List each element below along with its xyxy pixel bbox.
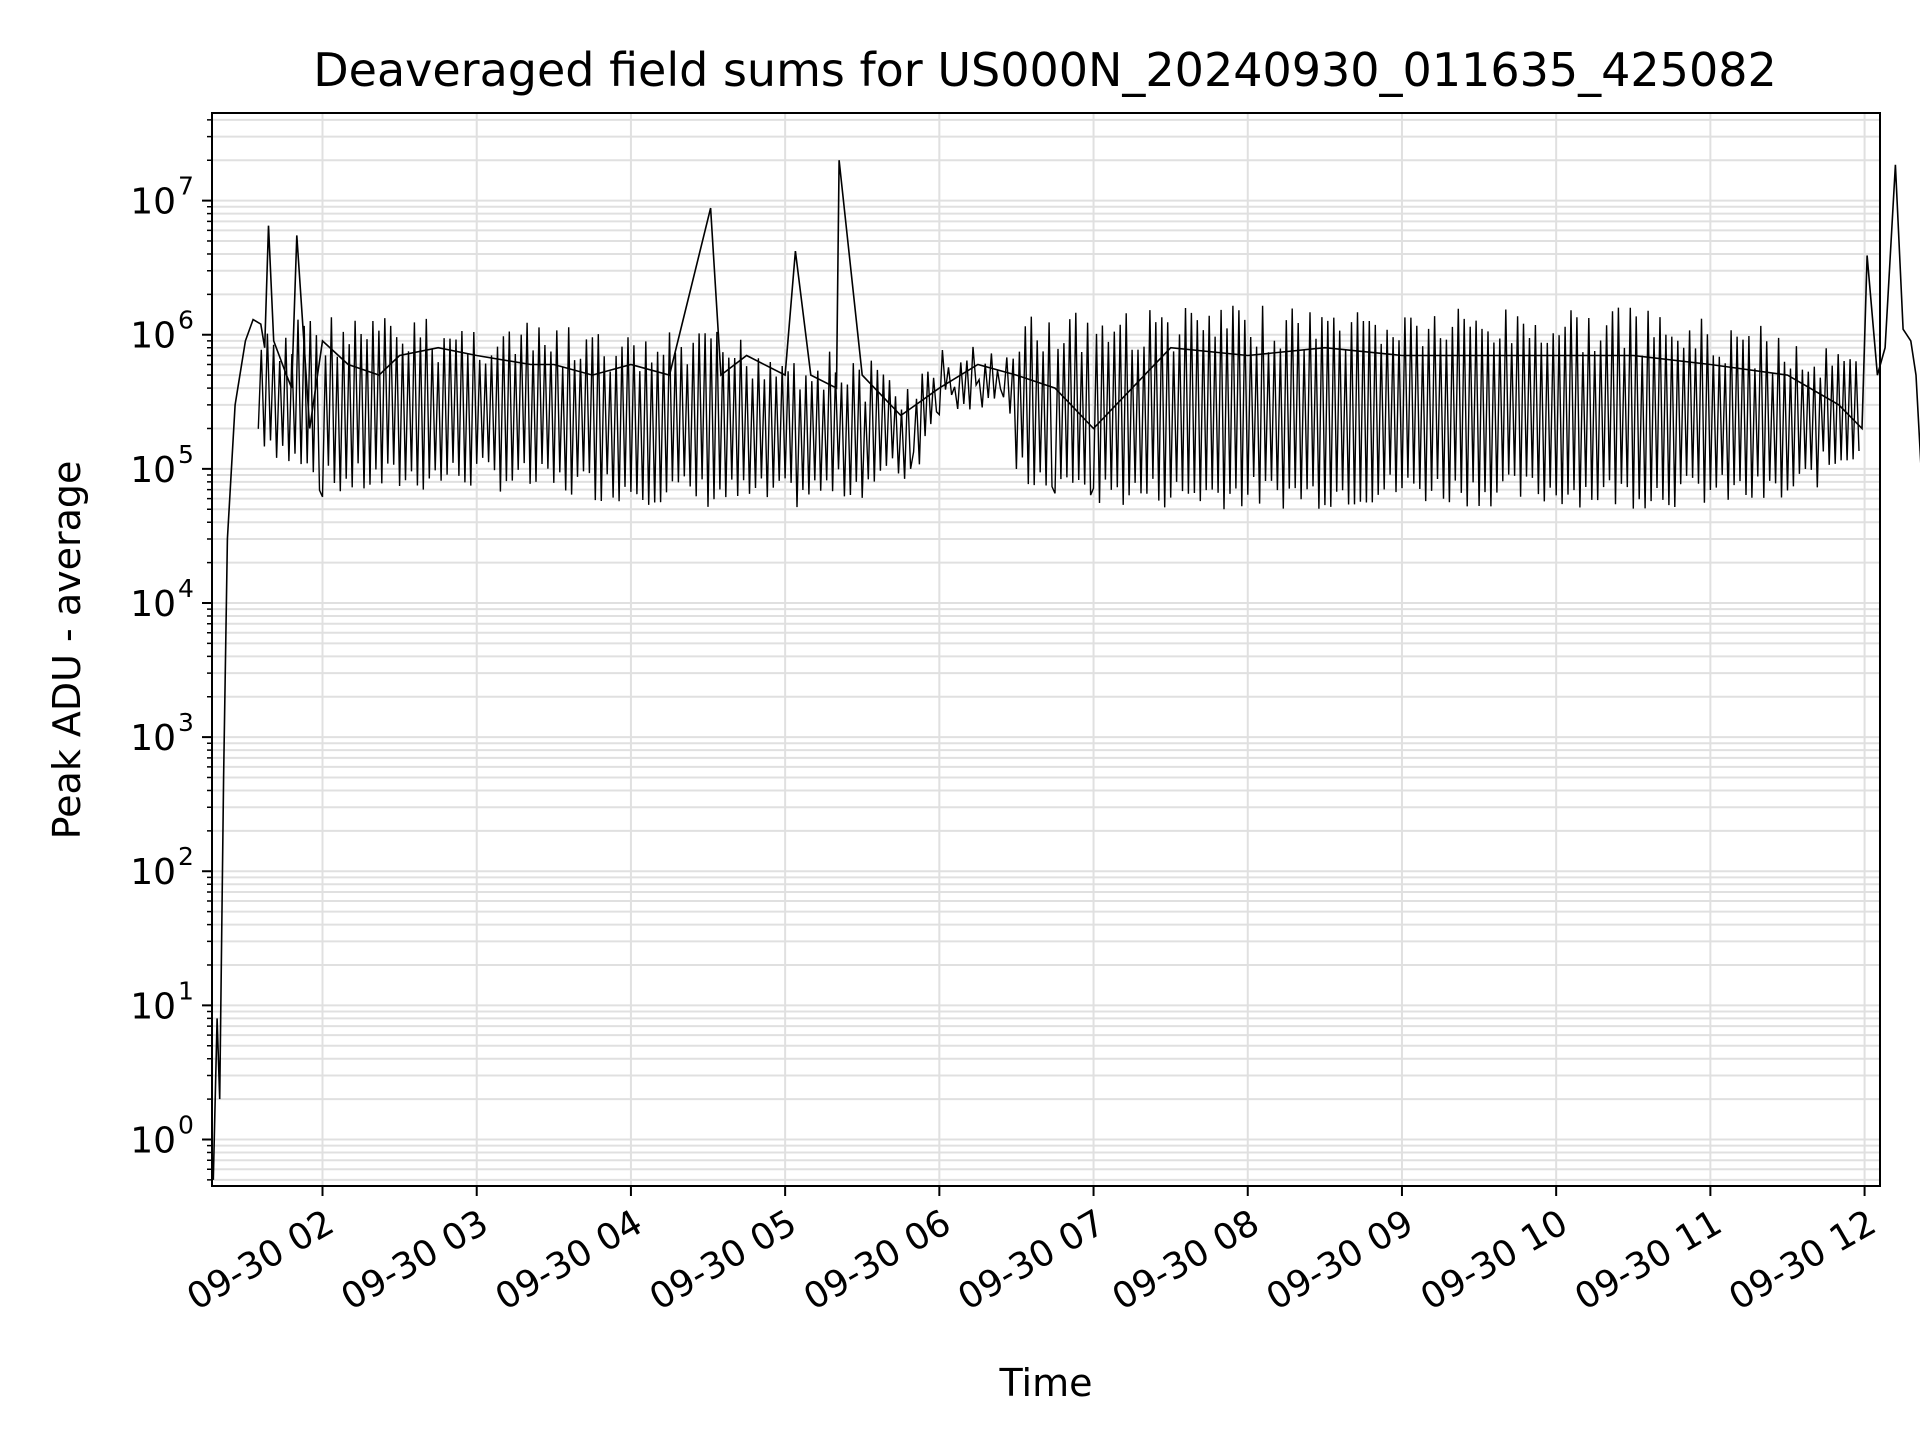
x-axis-label: Time: [999, 1361, 1093, 1405]
y-tick-label: 10: [130, 986, 176, 1027]
data-band: [257, 305, 1860, 510]
y-tick-label-exponent: 1: [178, 976, 194, 1005]
y-tick-label-exponent: 2: [178, 842, 194, 871]
y-tick-label: 10: [130, 1120, 176, 1161]
chart-title: Deaveraged field sums for US000N_2024093…: [313, 43, 1777, 97]
y-tick-label-exponent: 3: [178, 708, 194, 737]
data-band-line: [257, 305, 1860, 510]
y-tick-label-exponent: 7: [178, 172, 194, 201]
data-line: [212, 160, 1920, 1180]
y-tick-label: 10: [130, 718, 176, 759]
y-tick-label: 10: [130, 450, 176, 491]
y-tick-label-exponent: 5: [178, 440, 194, 469]
y-tick-label: 10: [130, 852, 176, 893]
plot-area: [211, 112, 1920, 1187]
y-tick-label: 10: [130, 316, 176, 357]
y-tick-label-exponent: 6: [178, 306, 194, 335]
plot-background: [212, 113, 1880, 1186]
y-tick-label: 10: [130, 584, 176, 625]
minor-gridlines: [212, 118, 1880, 1181]
y-tick-label-exponent: 4: [178, 574, 194, 603]
y-axis-label: Peak ADU - average: [45, 461, 89, 840]
y-tick-label: 10: [130, 182, 176, 223]
plot-frame: [211, 112, 1881, 1187]
data-line-layer: [212, 160, 1920, 1180]
y-tick-label-exponent: 0: [178, 1110, 194, 1139]
